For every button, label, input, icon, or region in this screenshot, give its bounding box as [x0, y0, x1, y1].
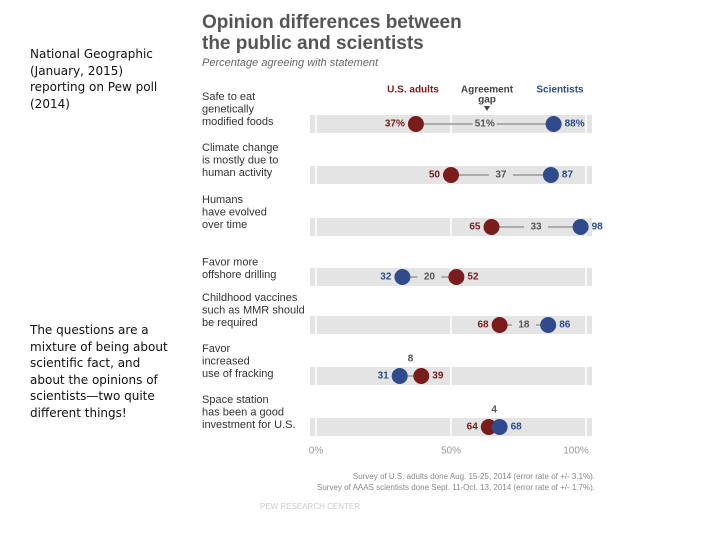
footnote: Survey of AAAS scientists done Sept. 11-… — [317, 483, 595, 492]
dot — [545, 116, 562, 132]
gap-label: 20 — [424, 272, 436, 283]
category-label: be required — [202, 317, 258, 329]
x-tick-label: 50% — [441, 446, 461, 457]
caption-bottom: The questions are a mixture of being abo… — [30, 323, 168, 420]
category-label: Humans — [202, 194, 243, 206]
category-label: offshore drilling — [202, 269, 276, 281]
dot — [448, 269, 465, 285]
value-label: 88% — [565, 119, 585, 130]
category-label: Favor — [202, 343, 230, 355]
category-label: Climate change — [202, 142, 278, 154]
value-label: 68 — [511, 422, 523, 433]
category-label: such as MMR should — [202, 304, 305, 316]
gap-label: 4 — [491, 405, 497, 416]
category-label: human activity — [202, 167, 273, 179]
dot — [542, 167, 559, 183]
legend-label: Scientists — [536, 85, 584, 96]
dot — [483, 219, 500, 235]
category-label: Safe to eat — [202, 91, 255, 103]
category-label: genetically — [202, 103, 254, 115]
chart-subtitle: Percentage agreeing with statement — [202, 57, 379, 69]
dot — [491, 419, 508, 435]
chart-title-line: Opinion differences between — [202, 12, 462, 33]
value-label: 68 — [477, 320, 489, 331]
category-label: increased — [202, 355, 250, 367]
dot — [540, 317, 557, 333]
gap-bg — [488, 168, 513, 182]
category-label: have evolved — [202, 206, 267, 218]
dot — [391, 368, 408, 384]
x-tick-label: 0% — [309, 446, 324, 457]
value-label: 37% — [385, 119, 405, 130]
value-label: 65 — [469, 222, 481, 233]
gap-bg — [472, 117, 497, 131]
category-label: use of fracking — [202, 368, 274, 380]
x-tick-label: 100% — [563, 446, 589, 457]
legend-label: Agreement — [461, 85, 514, 96]
gap-label: 51% — [475, 119, 495, 130]
gap-label: 8 — [408, 354, 414, 365]
source: PEW RESEARCH CENTER — [260, 502, 360, 511]
value-label: 39 — [432, 371, 444, 382]
gap-bg — [511, 318, 536, 332]
value-label: 98 — [592, 222, 604, 233]
category-label: investment for U.S. — [202, 419, 296, 431]
category-label: Space station — [202, 394, 269, 406]
value-label: 50 — [429, 170, 441, 181]
legend-arrow — [484, 106, 490, 111]
value-label: 64 — [467, 422, 479, 433]
footnote: Survey of U.S. adults done Aug. 15-25, 2… — [353, 472, 595, 481]
dot — [407, 116, 424, 132]
category-label: over time — [202, 219, 247, 231]
gap-bg — [524, 220, 549, 234]
value-label: 32 — [380, 272, 392, 283]
category-label: modified foods — [202, 116, 274, 128]
category-label: is mostly due to — [202, 154, 278, 166]
dot — [491, 317, 508, 333]
chart-title-line: the public and scientists — [202, 33, 424, 54]
gap-bg — [417, 270, 442, 284]
dot — [394, 269, 411, 285]
value-label: 31 — [378, 371, 390, 382]
dot — [443, 167, 459, 183]
gap-label: 37 — [495, 170, 507, 181]
value-label: 87 — [562, 170, 574, 181]
value-label: 86 — [559, 320, 571, 331]
value-label: 52 — [467, 272, 479, 283]
gap-label: 18 — [518, 320, 530, 331]
dot — [572, 219, 589, 235]
legend-label: U.S. adults — [387, 85, 439, 96]
category-label: has been a good — [202, 406, 284, 418]
category-label: Childhood vaccines — [202, 292, 298, 304]
category-label: Favor more — [202, 256, 258, 268]
caption-top: National Geographic (January, 2015) repo… — [30, 47, 158, 111]
legend-label: gap — [478, 95, 496, 106]
dot — [413, 368, 430, 384]
gap-label: 33 — [530, 222, 542, 233]
